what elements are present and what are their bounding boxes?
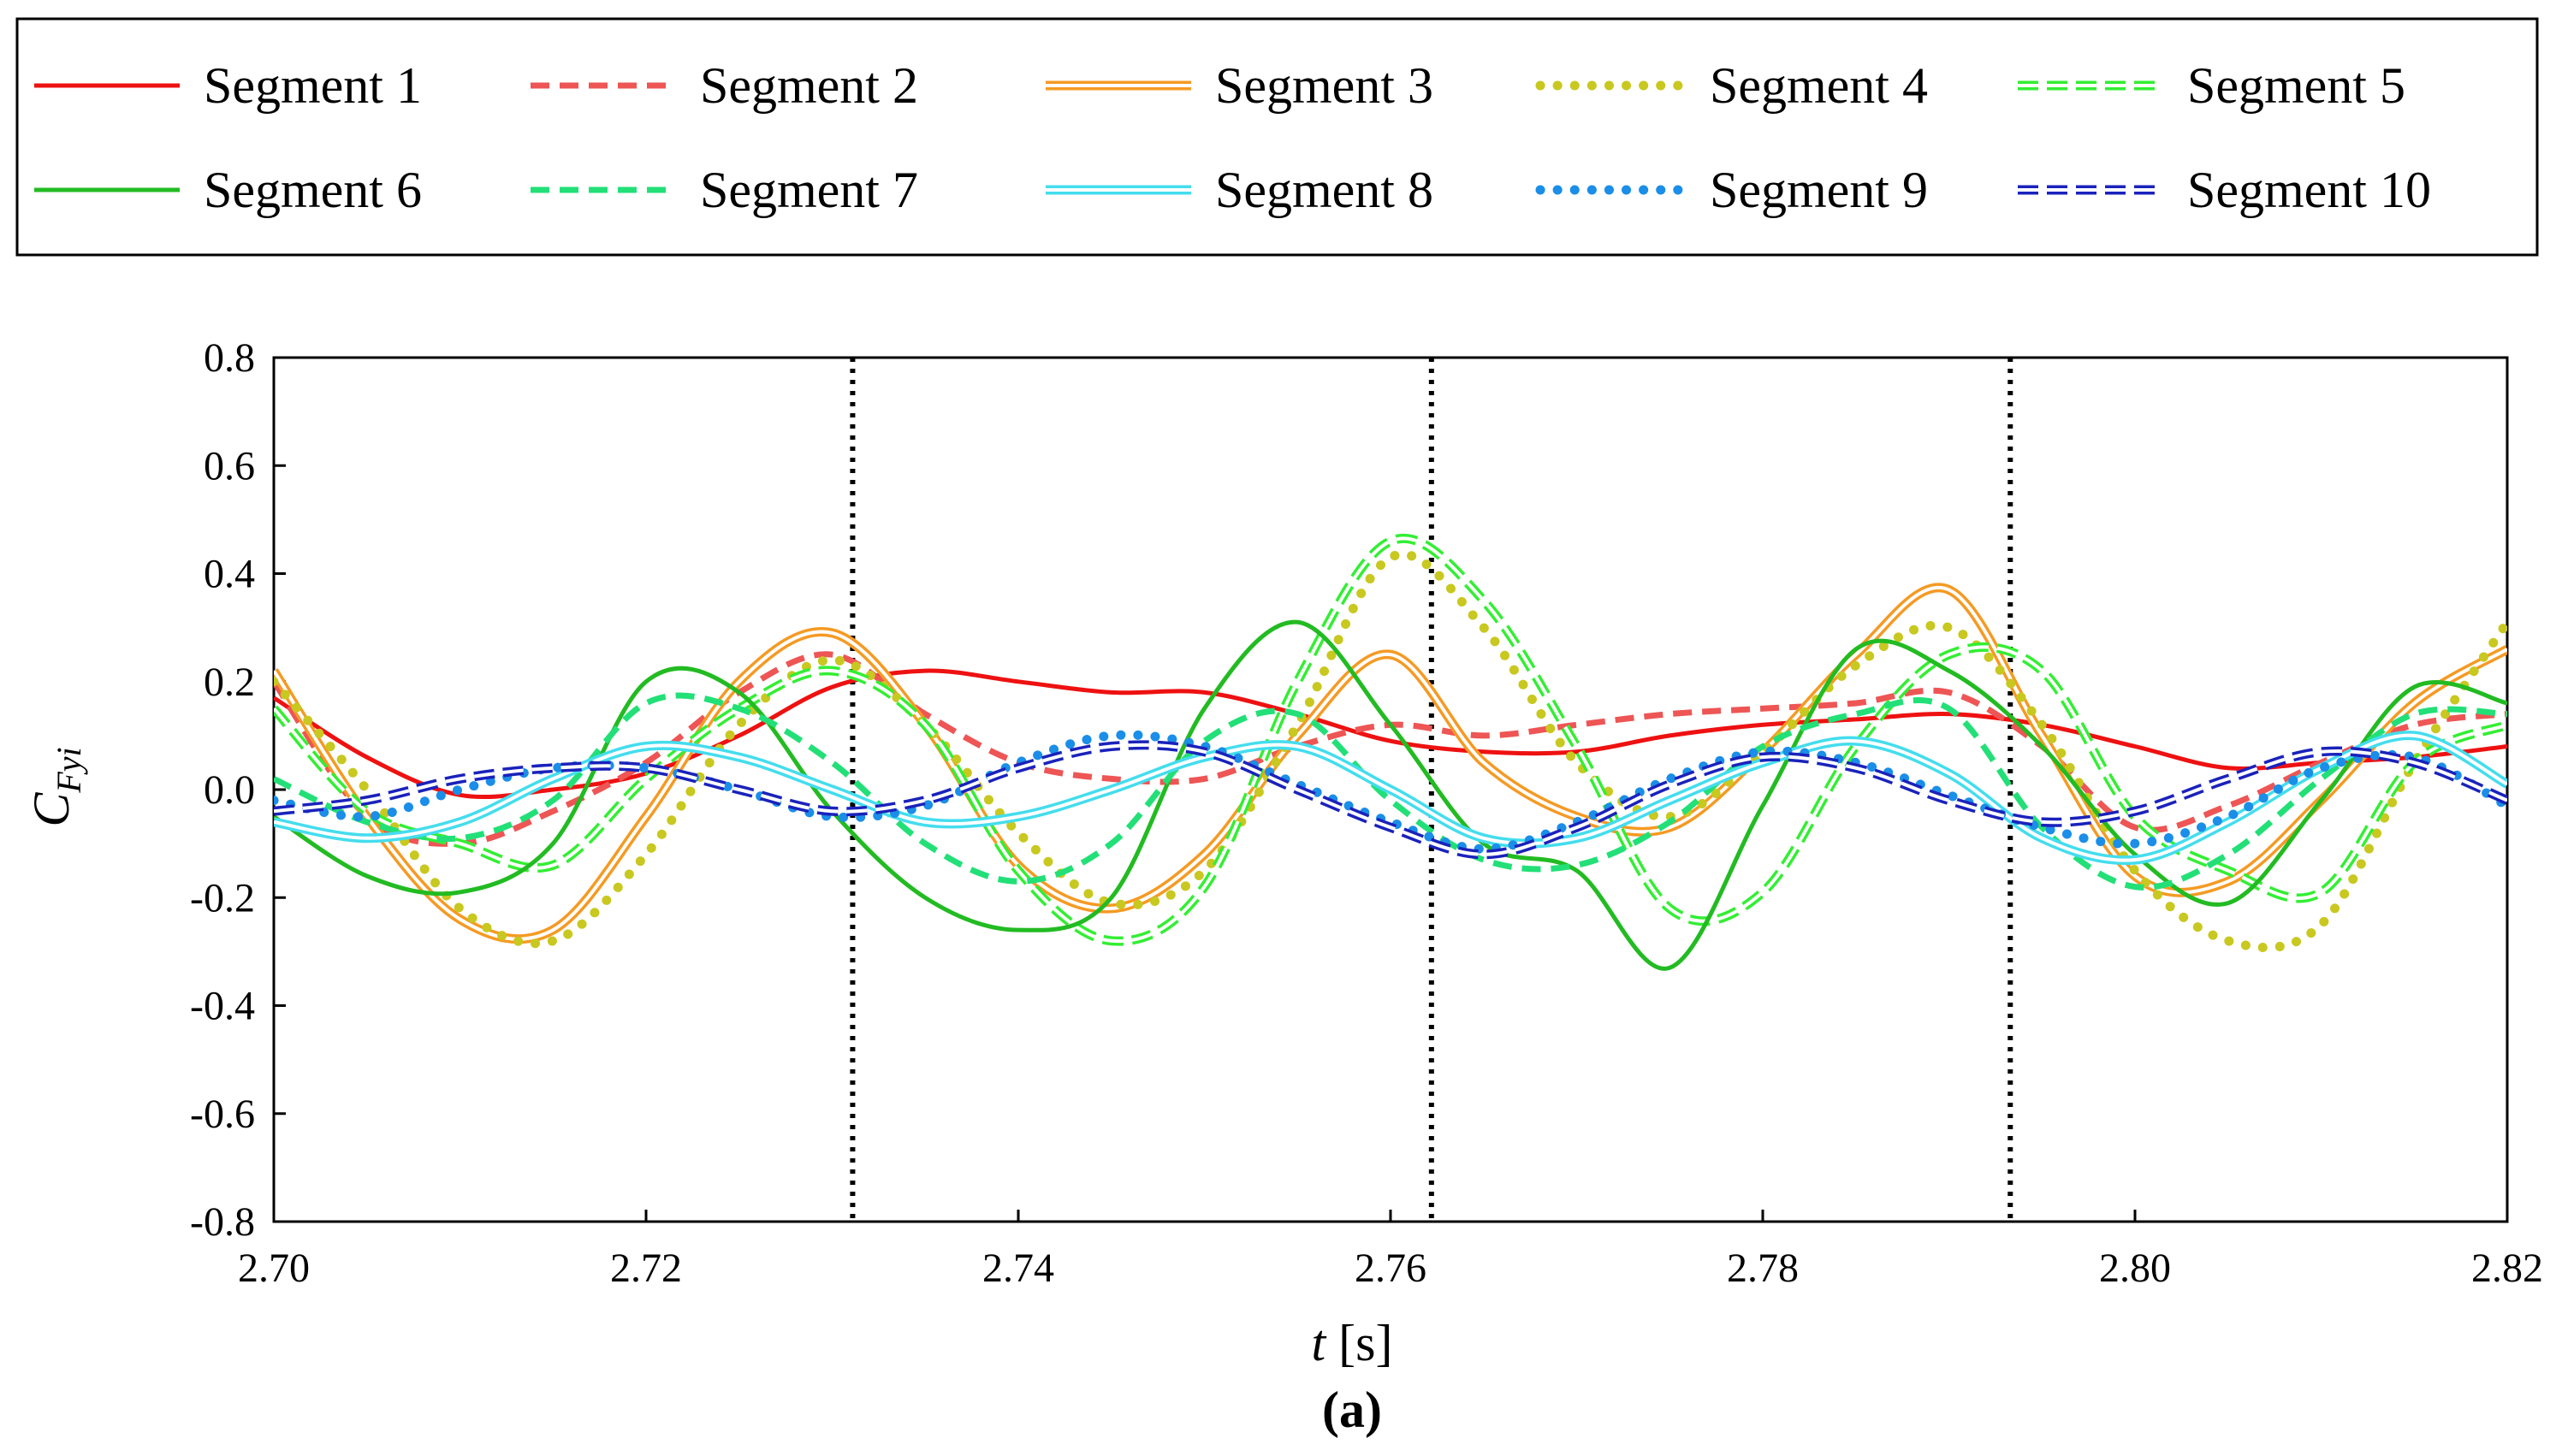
chart-legend: Segment 1 Segment 2 Segment 3 Segment 4 Segm… [15,17,2539,257]
legend-label: Segment 7 [700,162,918,218]
series-2-line [274,651,2507,847]
legend-box [15,17,2539,257]
series-5 [274,533,2507,946]
y-axis-symbol: C [23,792,80,827]
x-tick-label: 2.80 [2099,1246,2171,1291]
y-tick-label: -0.2 [190,875,255,920]
x-tick-label: 2.70 [238,1246,310,1291]
legend-item: Segment 8 [1046,162,1433,218]
legend-label: Segment 4 [1710,57,1928,114]
x-tick-label: 2.82 [2471,1246,2543,1291]
series-3-line-inner [274,586,2507,941]
series-7 [274,692,2507,891]
legend-label: Segment 10 [2187,162,2431,218]
y-tick-label: -0.6 [190,1092,255,1137]
legend-label: Segment 1 [204,57,422,114]
y-tick-label: 0.8 [204,335,255,381]
series-2 [274,651,2507,847]
y-tick-label: 0.0 [204,767,255,813]
legend-item: Segment 6 [34,162,422,218]
x-tick-label: 2.74 [982,1246,1054,1291]
legend-label: Segment 3 [1215,57,1433,114]
series-8 [274,731,2507,866]
legend-label: Segment 5 [2187,57,2405,114]
legend-label: Segment 6 [204,162,422,218]
series-5-line-inner [274,536,2507,944]
series-6 [274,619,2507,971]
x-axis-title: t [s] [1312,1315,1393,1371]
legend-label: Segment 9 [1710,162,1928,218]
x-tick-label: 2.72 [610,1246,682,1291]
series-6-line [274,619,2507,971]
x-axis-variable: t [1312,1315,1327,1371]
x-axis-unit: [s] [1325,1315,1392,1371]
legend-label: Segment 2 [700,57,918,114]
y-tick-label: 0.6 [204,443,255,488]
y-tick-label: 0.2 [204,660,255,705]
y-axis-subscript: Fyi [50,747,88,793]
legend-item: Segment 4 [1535,57,1928,114]
y-tick-label: 0.4 [204,552,255,597]
y-tick-label: -0.4 [190,984,255,1029]
series-9 [274,730,2507,854]
legend-item: Segment 2 [531,57,918,114]
legend-item: Segment 9 [1535,162,1928,218]
figure-caption: (a) [1322,1382,1382,1438]
legend-item: Segment 1 [34,57,422,114]
legend-item: Segment 5 [2018,57,2405,114]
series-10 [274,740,2507,860]
x-tick-label: 2.78 [1727,1246,1799,1291]
legend-item: Segment 7 [531,162,918,218]
series-group [274,533,2507,971]
legend-item: Segment 10 [2018,162,2431,218]
y-axis-title: CFyi [23,747,88,826]
series-7-line [274,692,2507,891]
series-10-line-inner [274,743,2507,856]
plot-area: 0.8 0.6 0.4 0.2 0.0 -0.2 -0.4 -0.6 -0.82.70 2.72 2… [190,335,2543,1291]
legend-item: Segment 3 [1046,57,1433,114]
y-tick-label: -0.8 [190,1199,255,1245]
legend-label: Segment 8 [1215,162,1433,218]
series-8-line-inner [274,733,2507,862]
x-tick-label: 2.76 [1355,1246,1426,1291]
series-9-line [274,730,2507,854]
series-3 [274,583,2507,944]
